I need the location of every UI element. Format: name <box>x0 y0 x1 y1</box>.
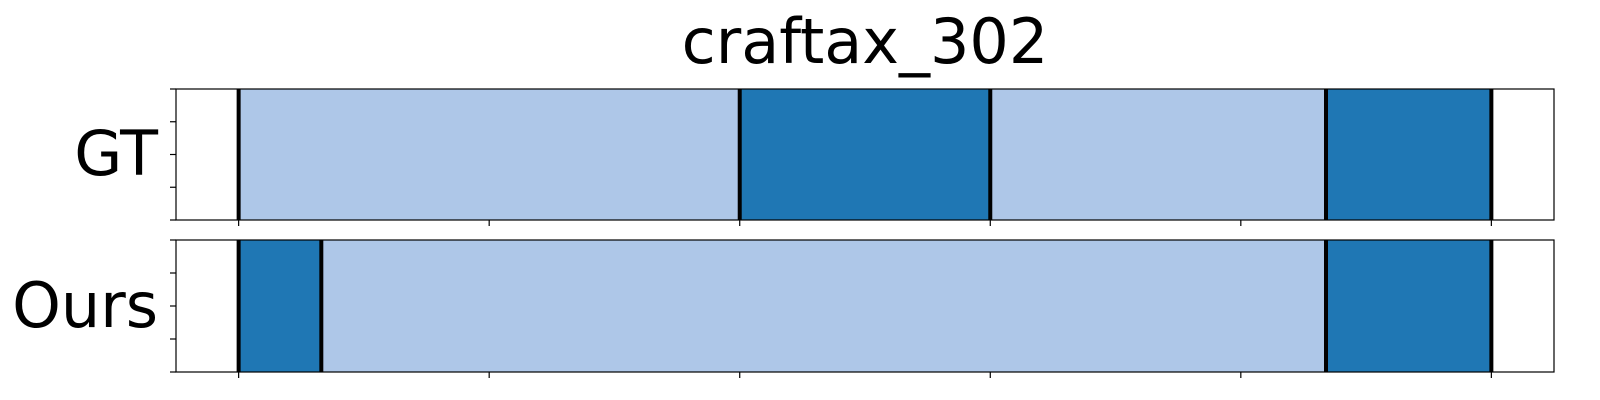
segment-gt-0 <box>238 89 740 220</box>
segment-ours-1 <box>321 240 1327 372</box>
segment-gt-3 <box>1326 89 1492 220</box>
segment-ours-0 <box>238 240 322 372</box>
chart-title: craftax_302 <box>681 5 1049 78</box>
segment-ours-2 <box>1326 240 1492 372</box>
row-label-ours: Ours <box>12 269 158 342</box>
segment-gt-2 <box>990 89 1327 220</box>
segment-gt-1 <box>739 89 991 220</box>
row-label-gt: GT <box>74 117 158 190</box>
